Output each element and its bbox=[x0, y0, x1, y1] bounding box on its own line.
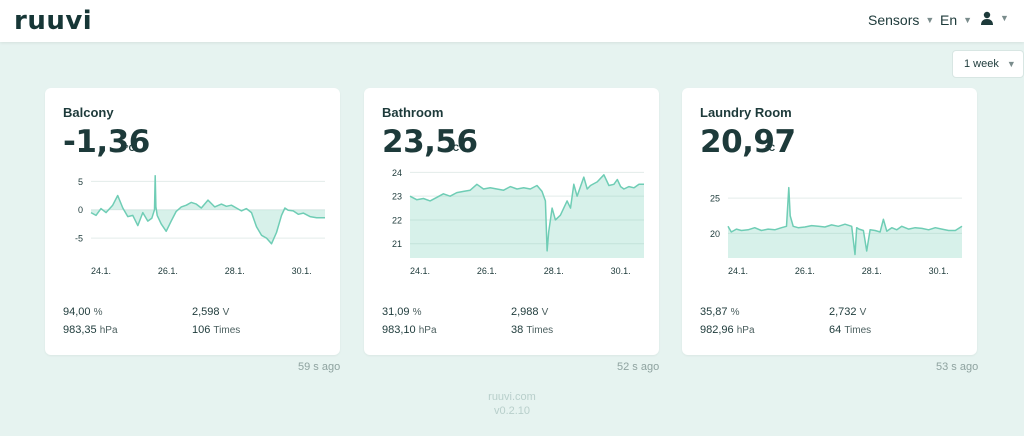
temperature-line bbox=[727, 186, 963, 256]
y-tick-label: 23 bbox=[392, 192, 402, 202]
humidity-stat: 31,09 % bbox=[382, 306, 422, 318]
pressure-unit: hPa bbox=[418, 325, 437, 336]
pressure-value: 982,96 bbox=[700, 324, 734, 336]
x-tick-label: 26.1. bbox=[795, 266, 815, 276]
humidity-stat: 94,00 % bbox=[63, 306, 103, 318]
pressure-stat: 982,96 hPa bbox=[700, 324, 755, 336]
area-fill bbox=[728, 187, 962, 258]
temperature-value: 20,97 bbox=[700, 124, 796, 160]
time-range-value: 1 week bbox=[964, 58, 999, 70]
temperature-value: 23,56 bbox=[382, 124, 478, 160]
pressure-unit: hPa bbox=[736, 325, 755, 336]
voltage-unit: V bbox=[222, 307, 230, 318]
chevron-down-icon: ▼ bbox=[925, 15, 935, 25]
user-menu[interactable]: ▼ bbox=[980, 11, 1009, 25]
chevron-down-icon: ▼ bbox=[1006, 59, 1016, 69]
x-tick-label: 26.1. bbox=[158, 266, 178, 276]
temperature-unit: °C bbox=[125, 143, 136, 153]
temperature-chart: 24 23 22 21 24.1. 26.1. 28.1. 30.1. bbox=[392, 168, 644, 276]
y-tick-label: 21 bbox=[392, 239, 402, 249]
area-fill bbox=[91, 175, 325, 244]
x-tick-label: 28.1. bbox=[544, 266, 564, 276]
voltage-stat: 2,732 V bbox=[829, 306, 866, 318]
humidity-unit: % bbox=[730, 307, 740, 318]
user-icon bbox=[981, 11, 993, 25]
y-tick-label: 25 bbox=[710, 194, 720, 204]
temperature-chart: 25 20 24.1. 26.1. 28.1. 30.1. bbox=[710, 186, 963, 276]
sensors-menu[interactable]: Sensors ▼ bbox=[868, 12, 934, 28]
sensor-card-laundry-room[interactable]: Laundry Room 20,97 °C 25 20 24.1. 26.1. 28.1… bbox=[682, 88, 977, 355]
humidity-unit: % bbox=[93, 307, 103, 318]
voltage-stat: 2,598 V bbox=[192, 306, 229, 318]
sensor-name: Laundry Room bbox=[700, 105, 792, 120]
x-tick-label: 24.1. bbox=[91, 266, 111, 276]
voltage-value: 2,598 bbox=[192, 306, 220, 318]
language-menu-label: En bbox=[940, 12, 958, 28]
x-tick-label: 28.1. bbox=[225, 266, 245, 276]
temperature-unit: °C bbox=[765, 143, 776, 153]
humidity-unit: % bbox=[412, 307, 422, 318]
sensor-card-bathroom[interactable]: Bathroom 23,56 °C 24 23 22 21 24.1. 26.1. 28.1… bbox=[364, 88, 659, 355]
movement-value: 38 bbox=[511, 324, 524, 336]
temperature-unit: °C bbox=[449, 143, 460, 153]
temperature-value: -1,36 bbox=[63, 124, 150, 160]
x-tick-label: 24.1. bbox=[728, 266, 748, 276]
temperature-line bbox=[90, 174, 325, 245]
sensors-menu-label: Sensors bbox=[868, 12, 920, 28]
voltage-value: 2,988 bbox=[511, 306, 539, 318]
last-updated: 52 s ago bbox=[617, 361, 660, 373]
y-tick-label: 22 bbox=[392, 215, 402, 225]
y-tick-label: -5 bbox=[75, 234, 83, 244]
movement-unit: Times bbox=[213, 325, 241, 336]
pressure-value: 983,10 bbox=[382, 324, 416, 336]
temperature-chart: 5 0 -5 24.1. 26.1. 28.1. 30.1. bbox=[75, 174, 325, 276]
pressure-stat: 983,35 hPa bbox=[63, 324, 118, 336]
footer-version: v0.2.10 bbox=[493, 405, 531, 417]
language-menu[interactable]: En ▼ bbox=[940, 12, 972, 28]
temperature-line bbox=[409, 174, 644, 252]
voltage-unit: V bbox=[541, 307, 549, 318]
pressure-value: 983,35 bbox=[63, 324, 97, 336]
ruuvi-logo[interactable]: ruuvi bbox=[14, 6, 93, 36]
voltage-unit: V bbox=[859, 307, 867, 318]
time-range-select[interactable]: 1 week ▼ bbox=[952, 50, 1024, 78]
last-updated: 53 s ago bbox=[936, 361, 979, 373]
pressure-stat: 983,10 hPa bbox=[382, 324, 437, 336]
pressure-unit: hPa bbox=[99, 325, 118, 336]
movement-value: 106 bbox=[192, 324, 211, 336]
last-updated: 59 s ago bbox=[298, 361, 341, 373]
y-tick-label: 5 bbox=[78, 177, 83, 187]
sensor-name: Bathroom bbox=[382, 105, 444, 120]
area-fill bbox=[410, 174, 644, 258]
top-navigation-bar: ruuvi Sensors ▼ En ▼ ▼ bbox=[0, 0, 1024, 42]
humidity-value: 35,87 bbox=[700, 306, 728, 318]
chevron-down-icon: ▼ bbox=[963, 15, 973, 25]
sensor-card-balcony[interactable]: Balcony -1,36 °C 5 0 -5 24.1. 26.1. 28.1. 30.1… bbox=[45, 88, 340, 355]
x-tick-label: 24.1. bbox=[410, 266, 430, 276]
x-tick-label: 26.1. bbox=[477, 266, 497, 276]
voltage-value: 2,732 bbox=[829, 306, 857, 318]
movement-unit: Times bbox=[844, 325, 872, 336]
voltage-stat: 2,988 V bbox=[511, 306, 548, 318]
movement-unit: Times bbox=[526, 325, 554, 336]
x-tick-label: 30.1. bbox=[611, 266, 631, 276]
footer-site-link[interactable]: ruuvi.com bbox=[488, 391, 536, 403]
movement-value: 64 bbox=[829, 324, 842, 336]
y-tick-label: 0 bbox=[78, 205, 83, 215]
movement-stat: 64 Times bbox=[829, 324, 871, 336]
x-tick-label: 28.1. bbox=[862, 266, 882, 276]
movement-stat: 38 Times bbox=[511, 324, 553, 336]
y-tick-label: 24 bbox=[392, 168, 402, 178]
x-tick-label: 30.1. bbox=[292, 266, 312, 276]
sensor-name: Balcony bbox=[63, 105, 114, 120]
humidity-value: 94,00 bbox=[63, 306, 91, 318]
humidity-stat: 35,87 % bbox=[700, 306, 740, 318]
chevron-down-icon: ▼ bbox=[1000, 13, 1009, 23]
x-tick-label: 30.1. bbox=[929, 266, 949, 276]
humidity-value: 31,09 bbox=[382, 306, 410, 318]
movement-stat: 106 Times bbox=[192, 324, 240, 336]
y-tick-label: 20 bbox=[710, 229, 720, 239]
